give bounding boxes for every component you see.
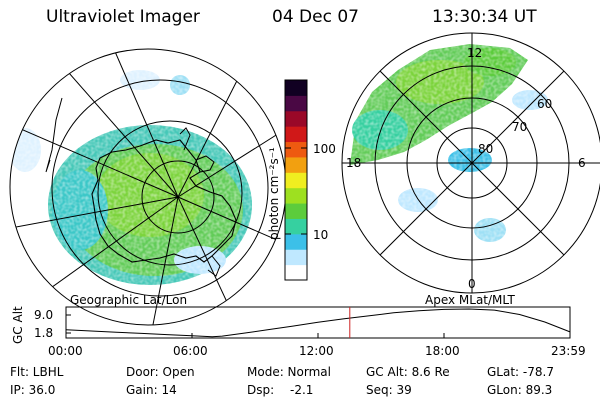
info-gain: Gain: 14: [126, 383, 177, 397]
altitude-curve: [65, 308, 571, 338]
altitude-ylabel: GC Alt: [11, 306, 25, 344]
info-door: Door: Open: [126, 365, 195, 379]
time-label: 13:30:34 UT: [432, 7, 537, 27]
mlt-label-18: 18: [346, 156, 362, 170]
info-ip: IP: 36.0: [10, 383, 56, 397]
mlt-label-6: 6: [578, 156, 586, 170]
colorbar: [284, 79, 308, 281]
altitude-xtick-0000: 00:00: [48, 344, 83, 358]
altitude-xtick-1800: 18:00: [425, 344, 460, 358]
colorbar-band: [285, 156, 307, 173]
mlt-label-12: 12: [467, 46, 483, 60]
info-dsp-value: -2.1: [290, 383, 314, 397]
altitude-xtick-2359: 23:59: [551, 344, 586, 358]
mlt-meridians: [342, 33, 600, 293]
colorbar-band: [285, 264, 307, 281]
colorbar-tick-100: 100: [313, 142, 336, 156]
mlat-label-80: 80: [478, 142, 494, 156]
lat-circle-60: [51, 79, 269, 297]
altitude-ytick-high: 9.0: [34, 308, 54, 322]
apex-caption: Apex MLat/MLT: [425, 293, 515, 307]
info-gc-alt: GC Alt: 8.6 Re: [366, 365, 450, 379]
antarctica-coastline: [91, 139, 237, 263]
colorbar-tick-10: 10: [313, 228, 329, 242]
altitude-xticks: [65, 314, 571, 338]
info-dsp: Dsp:: [247, 383, 275, 397]
colorbar-band: [285, 203, 307, 219]
apex-polar-plot: [341, 32, 600, 294]
geographic-caption: Geographic Lat/Lon: [70, 293, 188, 307]
colorbar-band: [285, 172, 307, 189]
mlt-label-0: 0: [468, 277, 476, 291]
geographic-map: [9, 48, 287, 326]
info-seq: Seq: 39: [366, 383, 412, 397]
colorbar-band: [285, 249, 307, 266]
instrument-title: Ultraviolet Imager: [46, 7, 200, 27]
info-glon: GLon: 89.3: [487, 383, 553, 397]
colorbar-band: [285, 218, 307, 235]
lat-circle-70: [97, 120, 243, 266]
altitude-xtick-0600: 06:00: [173, 344, 208, 358]
altitude-plot: [65, 306, 571, 339]
mlat-label-60: 60: [537, 97, 553, 111]
info-mode: Mode: Normal: [247, 365, 331, 379]
continent-fragment: [234, 65, 247, 75]
altitude-ytick-low: 1.8: [34, 326, 54, 340]
colorbar-band: [285, 110, 307, 127]
colorbar-band: [285, 80, 307, 96]
colorbar-unit-label: photon cm⁻²s⁻¹: [267, 147, 281, 240]
colorbar-band: [285, 126, 307, 143]
mlat-label-70: 70: [512, 120, 528, 134]
colorbar-band: [285, 141, 307, 158]
info-filter: Flt: LBHL: [10, 365, 64, 379]
date-label: 04 Dec 07: [272, 7, 359, 27]
colorbar-band: [285, 233, 307, 250]
colorbar-band: [285, 95, 307, 112]
colorbar-band: [285, 187, 307, 204]
lat-circle-80: [141, 160, 215, 234]
altitude-xtick-1200: 12:00: [299, 344, 334, 358]
info-glat: GLat: -78.7: [487, 365, 554, 379]
